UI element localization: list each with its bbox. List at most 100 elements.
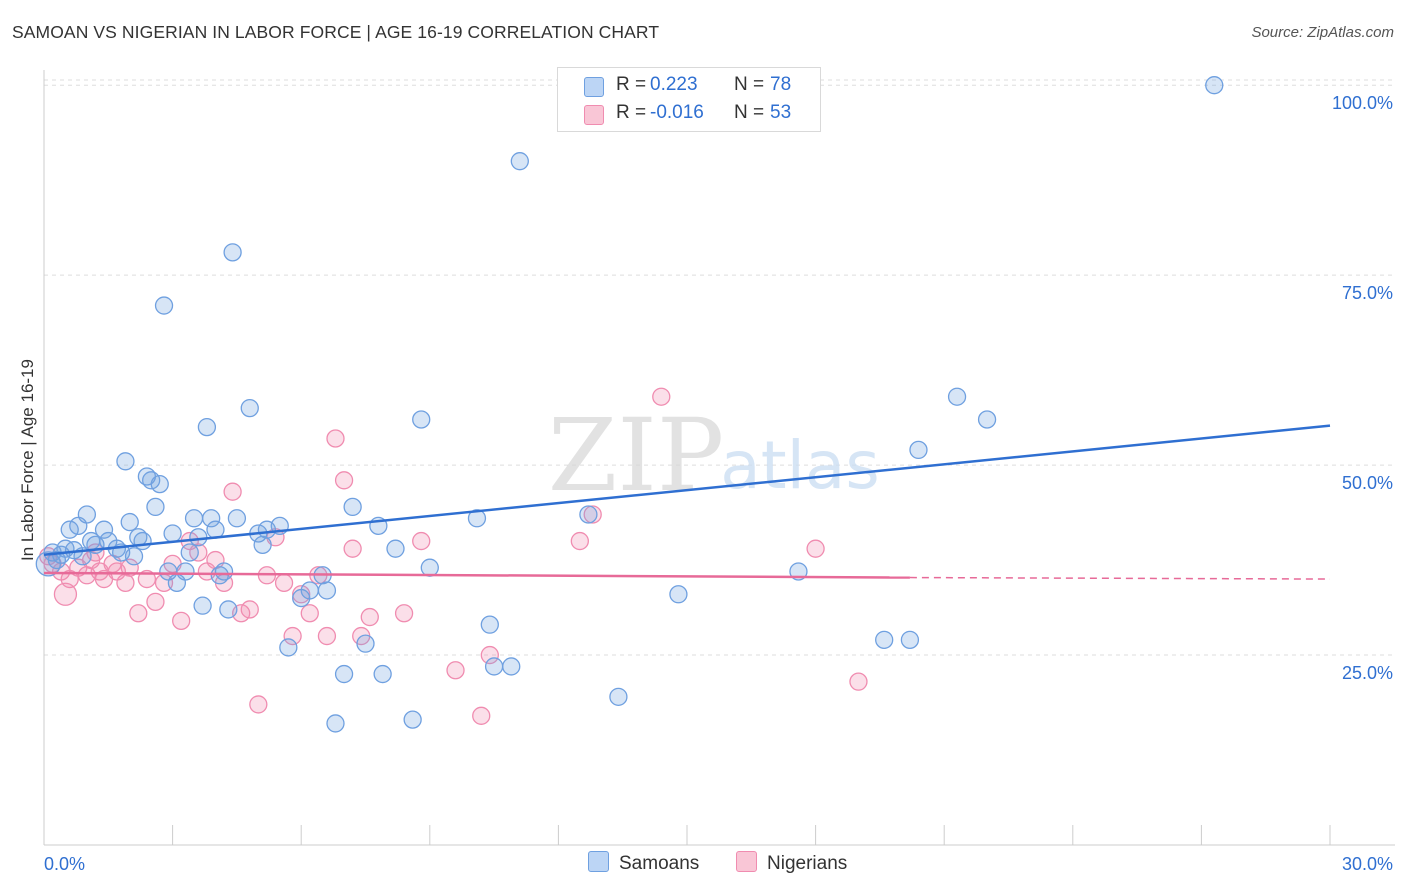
samoans-points <box>35 76 1224 733</box>
nigerians-point <box>394 604 414 623</box>
nigerians-trendline-extension <box>909 576 1331 580</box>
nigerians-point <box>583 505 602 524</box>
x-tick-label-max: 30.0% <box>1342 854 1393 874</box>
nigerians-point <box>172 611 191 631</box>
nigerians-point <box>360 607 379 627</box>
samoans-point <box>206 520 225 539</box>
samoans-point <box>326 714 345 733</box>
nigerians-point <box>317 626 337 646</box>
bottom-legend-samoans[interactable]: Samoans <box>588 851 699 875</box>
samoans-point <box>184 509 204 528</box>
legend-r-label: R = <box>616 102 647 123</box>
correlation-legend: R = 0.223 N = 78 R = -0.016 N = 53 <box>557 67 821 132</box>
nigerians-point <box>240 600 259 619</box>
nigerians-legend-swatch <box>736 851 757 872</box>
samoans-legend-label: Samoans <box>619 853 700 874</box>
legend-r-label: R = <box>616 74 647 95</box>
nigerians-point <box>249 695 268 714</box>
samoans-point <box>609 687 628 706</box>
nigerians-point <box>137 569 157 589</box>
nigerians-point <box>472 706 491 725</box>
label-layer: 25.0% 50.0% 75.0% 100.0% 0.0% 30.0% <box>44 93 1393 874</box>
samoans-point <box>146 497 165 517</box>
nigerians-point <box>146 592 165 612</box>
samoans-point <box>875 630 894 650</box>
samoans-point <box>133 531 152 551</box>
nigerians-point <box>343 539 362 558</box>
samoans-swatch <box>584 77 604 97</box>
samoans-point <box>579 505 598 524</box>
nigerians-point <box>849 672 868 691</box>
nigerians-trendline <box>43 571 910 579</box>
bottom-legend-nigerians[interactable]: Nigerians <box>736 851 847 875</box>
samoans-point <box>193 596 212 615</box>
samoans-point <box>94 520 114 539</box>
samoans-trendline <box>43 424 1331 556</box>
legend-n-value-nigerians: 53 <box>770 102 792 123</box>
samoans-point <box>334 664 354 684</box>
source-label: Source: ZipAtlas.com <box>1251 24 1394 41</box>
nigerians-point <box>283 626 302 646</box>
samoans-point <box>35 551 61 577</box>
legend-r-value-nigerians: -0.016 <box>650 102 704 123</box>
y-tick-label: 50.0% <box>1342 473 1393 493</box>
nigerians-point <box>274 573 294 593</box>
samoans-point <box>197 417 217 437</box>
samoans-point <box>467 509 487 528</box>
chart-title: SAMOAN VS NIGERIAN IN LABOR FORCE | AGE … <box>12 22 660 42</box>
samoans-point <box>900 630 920 650</box>
nigerians-point <box>129 604 148 623</box>
trend-layer <box>43 424 1331 580</box>
legend-n-value-samoans: 78 <box>770 74 792 95</box>
nigerians-point <box>326 429 345 448</box>
nigerians-point <box>334 471 354 490</box>
samoans-point <box>124 547 144 566</box>
samoans-point <box>484 657 504 676</box>
samoans-point <box>279 638 298 657</box>
samoans-point <box>1205 76 1224 95</box>
samoans-point <box>510 152 529 171</box>
y-tick-label: 25.0% <box>1342 663 1393 683</box>
samoans-point <box>240 398 259 418</box>
samoans-point <box>223 243 242 262</box>
samoans-point <box>420 558 439 577</box>
samoans-legend-swatch <box>588 851 609 872</box>
nigerians-point <box>120 558 139 577</box>
samoans-point <box>909 440 928 460</box>
samoans-point <box>356 634 375 653</box>
nigerians-point <box>116 573 135 593</box>
nigerians-point <box>480 645 499 665</box>
legend-n-label: N = <box>734 74 765 95</box>
samoans-point <box>317 581 337 600</box>
legend-n-label: N = <box>734 102 765 123</box>
samoans-point <box>163 524 182 543</box>
samoans-point <box>180 543 199 562</box>
samoans-point <box>214 562 234 581</box>
nigerians-point <box>652 387 671 406</box>
samoans-point <box>154 296 174 315</box>
samoans-point <box>502 657 521 676</box>
samoans-point <box>403 710 422 729</box>
samoans-point <box>189 528 208 547</box>
watermark-atlas: atlas <box>720 427 880 504</box>
nigerians-point <box>446 661 465 680</box>
samoans-point <box>343 497 362 517</box>
x-tick-label-min: 0.0% <box>44 854 85 874</box>
samoans-point <box>669 585 688 604</box>
samoans-point <box>977 410 997 429</box>
samoans-point <box>412 410 431 429</box>
nigerians-point <box>806 539 825 558</box>
samoans-point <box>150 474 169 494</box>
samoans-point <box>947 387 967 406</box>
y-axis-label: In Labor Force | Age 16-19 <box>18 359 37 561</box>
nigerians-point <box>570 531 589 551</box>
nigerians-point <box>300 604 319 623</box>
samoans-point <box>116 452 135 471</box>
grid-layer <box>44 79 1395 656</box>
nigerians-swatch <box>584 105 604 125</box>
samoans-point <box>300 581 319 600</box>
samoans-point <box>373 664 392 684</box>
axis-layer <box>43 70 1395 846</box>
y-tick-label: 75.0% <box>1342 283 1393 303</box>
